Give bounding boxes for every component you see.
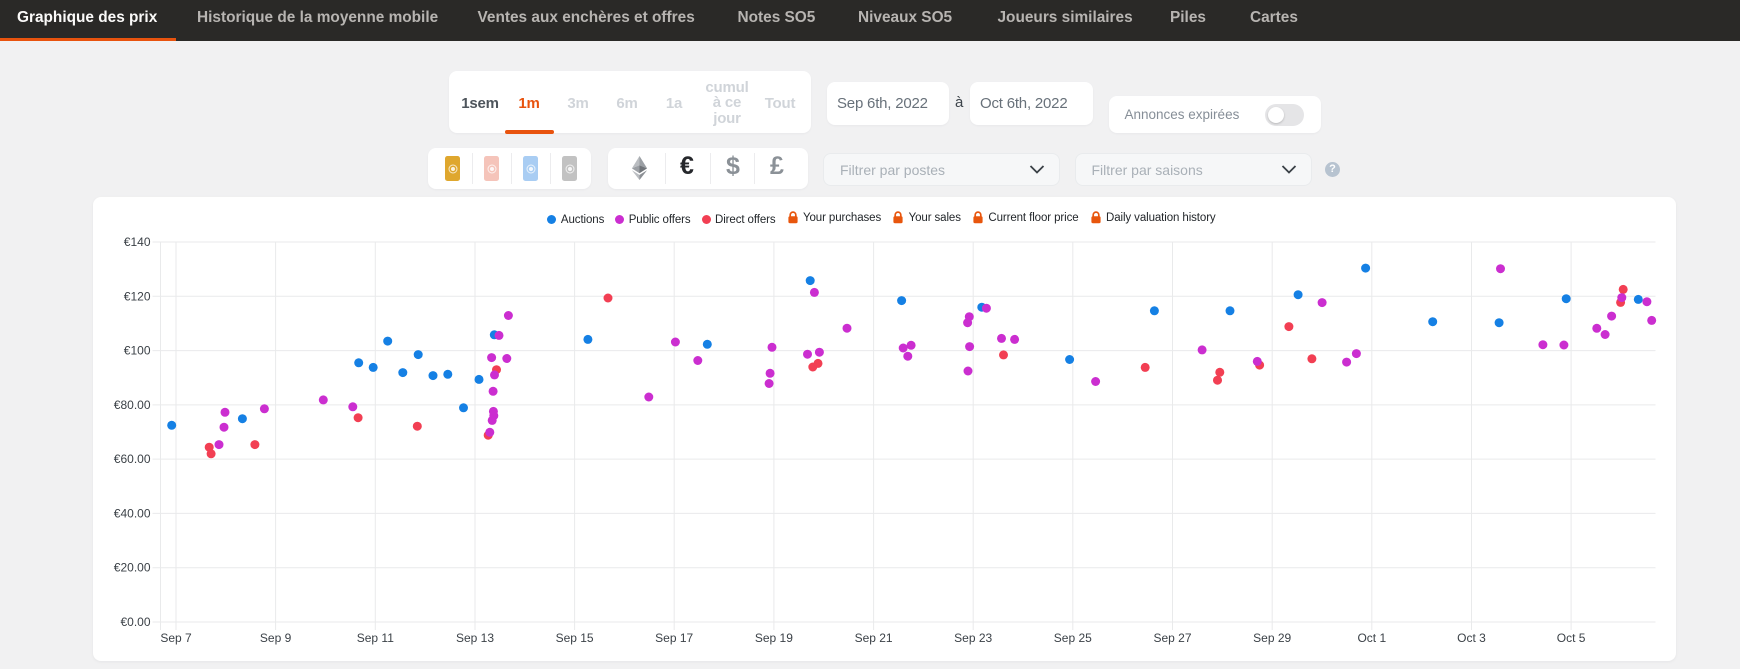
svg-text:Sep 19: Sep 19 [755, 631, 793, 645]
svg-text:Sep 23: Sep 23 [954, 631, 992, 645]
svg-text:Sep 11: Sep 11 [357, 631, 394, 645]
svg-text:€20.00: €20.00 [114, 561, 151, 575]
svg-text:€40.00: €40.00 [114, 506, 151, 520]
svg-text:Sep 21: Sep 21 [855, 631, 893, 645]
svg-text:€140: €140 [124, 235, 151, 249]
svg-text:Sep 29: Sep 29 [1253, 631, 1291, 645]
svg-text:€120: €120 [124, 289, 151, 303]
svg-text:Sep 9: Sep 9 [260, 631, 292, 645]
svg-text:Sep 27: Sep 27 [1153, 631, 1191, 645]
svg-text:Oct 1: Oct 1 [1357, 631, 1386, 645]
svg-text:Oct 5: Oct 5 [1557, 631, 1586, 645]
svg-text:€60.00: €60.00 [114, 452, 151, 466]
svg-text:Sep 13: Sep 13 [456, 631, 494, 645]
svg-text:Sep 15: Sep 15 [556, 631, 594, 645]
svg-text:€100: €100 [124, 344, 151, 358]
svg-text:€80.00: €80.00 [114, 398, 151, 412]
svg-text:Oct 3: Oct 3 [1457, 631, 1486, 645]
svg-text:Sep 17: Sep 17 [655, 631, 693, 645]
svg-text:€0.00: €0.00 [120, 615, 150, 629]
svg-text:Sep 7: Sep 7 [160, 631, 192, 645]
svg-text:Sep 25: Sep 25 [1054, 631, 1092, 645]
